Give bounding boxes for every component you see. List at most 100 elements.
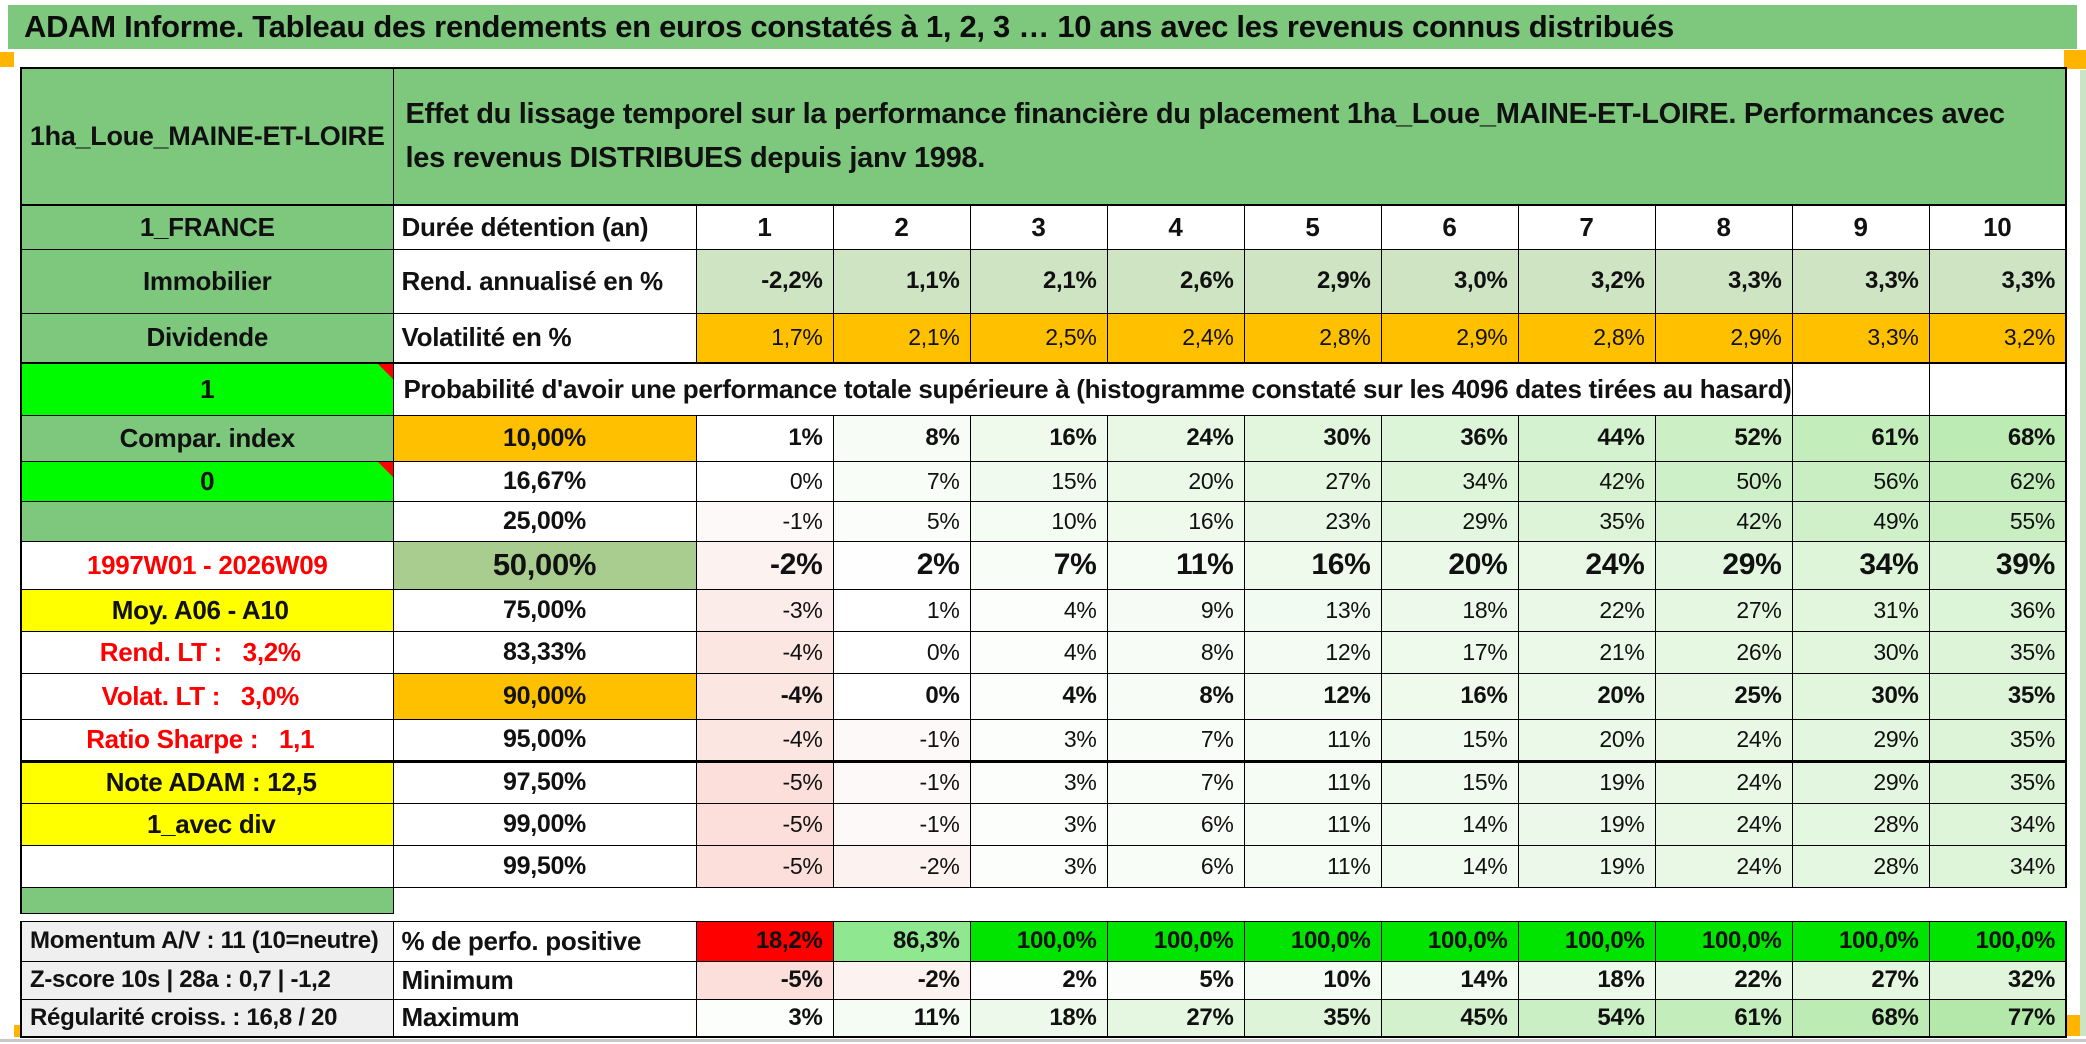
cell-hist-8-y5[interactable]: 11% [1243,760,1382,804]
cell-hist-2-y9[interactable]: 49% [1791,500,1930,542]
cell-hist-3-y3[interactable]: 7% [969,540,1108,590]
cell-hist-6-y9[interactable]: 30% [1791,672,1930,720]
cell-hist-9-y7[interactable]: 19% [1517,802,1656,846]
cell-volat-y5[interactable]: 2,8% [1243,312,1382,364]
cell-hist-a-6[interactable]: Volat. LT : 3,0% [20,672,394,720]
cell-year-header-2[interactable]: 2 [832,204,971,250]
cell-rend-y7[interactable]: 3,2% [1517,248,1656,314]
cell-volat-y1[interactable]: 1,7% [695,312,834,364]
cell-rend-y1[interactable]: -2,2% [695,248,834,314]
cell-hist-8-y2[interactable]: -1% [832,760,971,804]
cell-hist-9-y8[interactable]: 24% [1654,802,1793,846]
cell-volat-y9[interactable]: 3,3% [1791,312,1930,364]
cell-hist-8-y9[interactable]: 29% [1791,760,1930,804]
cell-bottom-1-y9[interactable]: 27% [1791,960,1930,1000]
cell-year-header-8[interactable]: 8 [1654,204,1793,250]
cell-bottom-2-y7[interactable]: 54% [1517,998,1656,1038]
cell-bottom-2-y8[interactable]: 61% [1654,998,1793,1038]
cell-bottom-a-2[interactable]: Régularité croiss. : 16,8 / 20 [20,998,394,1038]
cell-hist-a-9[interactable]: 1_avec div [20,802,394,846]
cell-bottom-0-y5[interactable]: 100,0% [1243,920,1382,962]
cell-hist-2-y5[interactable]: 23% [1243,500,1382,542]
cell-year-header-9[interactable]: 9 [1791,204,1930,250]
cell-quantile-3[interactable]: 50,00% [392,540,697,590]
cell-hist-4-y2[interactable]: 1% [832,588,971,632]
cell-quantile-7[interactable]: 95,00% [392,718,697,763]
cell-hist-3-y9[interactable]: 34% [1791,540,1930,590]
cell-bottom-a-0[interactable]: Momentum A/V : 11 (10=neutre) [20,920,394,962]
cell-hist-9-y9[interactable]: 28% [1791,802,1930,846]
cell-bottom-1-y7[interactable]: 18% [1517,960,1656,1000]
cell-quantile-5[interactable]: 83,33% [392,630,697,674]
cell-hist-5-y2[interactable]: 0% [832,630,971,674]
cell-hist-7-y1[interactable]: -4% [695,718,834,763]
cell-rend-y8[interactable]: 3,3% [1654,248,1793,314]
cell-hist-a-10[interactable] [20,844,394,888]
cell-bottom-2-y10[interactable]: 77% [1928,998,2068,1038]
cell-hist-1-y4[interactable]: 20% [1106,460,1245,502]
cell-hist-6-y3[interactable]: 4% [969,672,1108,720]
cell-spacer-green[interactable] [20,886,394,914]
cell-hist-3-y7[interactable]: 24% [1517,540,1656,590]
cell-bottom-2-y1[interactable]: 3% [695,998,834,1038]
cell-hist-5-y10[interactable]: 35% [1928,630,2068,674]
cell-hist-3-y2[interactable]: 2% [832,540,971,590]
cell-hist-5-y1[interactable]: -4% [695,630,834,674]
cell-hist-8-y7[interactable]: 19% [1517,760,1656,804]
cell-hist-10-y10[interactable]: 34% [1928,844,2068,888]
cell-hist-1-y1[interactable]: 0% [695,460,834,502]
cell-quantile-8[interactable]: 97,50% [392,760,697,804]
cell-bottom-0-y8[interactable]: 100,0% [1654,920,1793,962]
cell-hist-4-y8[interactable]: 27% [1654,588,1793,632]
cell-hist-2-y4[interactable]: 16% [1106,500,1245,542]
cell-hist-0-y1[interactable]: 1% [695,414,834,462]
cell-bottom-a-1[interactable]: Z-score 10s | 28a : 0,7 | -1,2 [20,960,394,1000]
cell-hist-8-y1[interactable]: -5% [695,760,834,804]
cell-bottom-1-y5[interactable]: 10% [1243,960,1382,1000]
cell-hist-2-y10[interactable]: 55% [1928,500,2068,542]
cell-rend-y3[interactable]: 2,1% [969,248,1108,314]
cell-hist-2-y2[interactable]: 5% [832,500,971,542]
cell-hist-2-y7[interactable]: 35% [1517,500,1656,542]
cell-bottom-b-2[interactable]: Maximum [392,998,697,1038]
cell-hist-5-y4[interactable]: 8% [1106,630,1245,674]
cell-bottom-2-y2[interactable]: 11% [832,998,971,1038]
cell-bottom-1-y4[interactable]: 5% [1106,960,1245,1000]
cell-hist-1-y2[interactable]: 7% [832,460,971,502]
cell-hist-1-y6[interactable]: 34% [1380,460,1519,502]
cell-hist-4-y9[interactable]: 31% [1791,588,1930,632]
cell-hist-2-y6[interactable]: 29% [1380,500,1519,542]
cell-hist-4-y6[interactable]: 18% [1380,588,1519,632]
cell-hist-3-y4[interactable]: 11% [1106,540,1245,590]
cell-bottom-2-y4[interactable]: 27% [1106,998,1245,1038]
cell-quantile-10[interactable]: 99,50% [392,844,697,888]
cell-hist-7-y3[interactable]: 3% [969,718,1108,763]
cell-hist-1-y10[interactable]: 62% [1928,460,2068,502]
cell-year-header-10[interactable]: 10 [1928,204,2068,250]
cell-hist-8-y6[interactable]: 15% [1380,760,1519,804]
cell-hist-2-y3[interactable]: 10% [969,500,1108,542]
cell-hist-5-y8[interactable]: 26% [1654,630,1793,674]
cell-bottom-0-y4[interactable]: 100,0% [1106,920,1245,962]
cell-hist-1-y9[interactable]: 56% [1791,460,1930,502]
cell-hist-3-y10[interactable]: 39% [1928,540,2068,590]
cell-hist-1-y3[interactable]: 15% [969,460,1108,502]
cell-bottom-0-y6[interactable]: 100,0% [1380,920,1519,962]
cell-quantile-9[interactable]: 99,00% [392,802,697,846]
cell-probabilite-text[interactable]: Probabilité d'avoir une performance tota… [392,362,1793,416]
cell-hist-10-y4[interactable]: 6% [1106,844,1245,888]
cell-empty-y10[interactable] [1928,362,2068,416]
cell-hist-7-y5[interactable]: 11% [1243,718,1382,763]
cell-hist-a-4[interactable]: Moy. A06 - A10 [20,588,394,632]
cell-hist-a-5[interactable]: Rend. LT : 3,2% [20,630,394,674]
cell-hist-0-y3[interactable]: 16% [969,414,1108,462]
cell-hist-a-1[interactable]: 0 [20,460,394,502]
cell-bottom-1-y10[interactable]: 32% [1928,960,2068,1000]
cell-bottom-0-y2[interactable]: 86,3% [832,920,971,962]
cell-hist-5-y3[interactable]: 4% [969,630,1108,674]
cell-quantile-6[interactable]: 90,00% [392,672,697,720]
cell-hist-0-y7[interactable]: 44% [1517,414,1656,462]
cell-hist-7-y10[interactable]: 35% [1928,718,2068,763]
cell-rend-y9[interactable]: 3,3% [1791,248,1930,314]
cell-hist-6-y2[interactable]: 0% [832,672,971,720]
